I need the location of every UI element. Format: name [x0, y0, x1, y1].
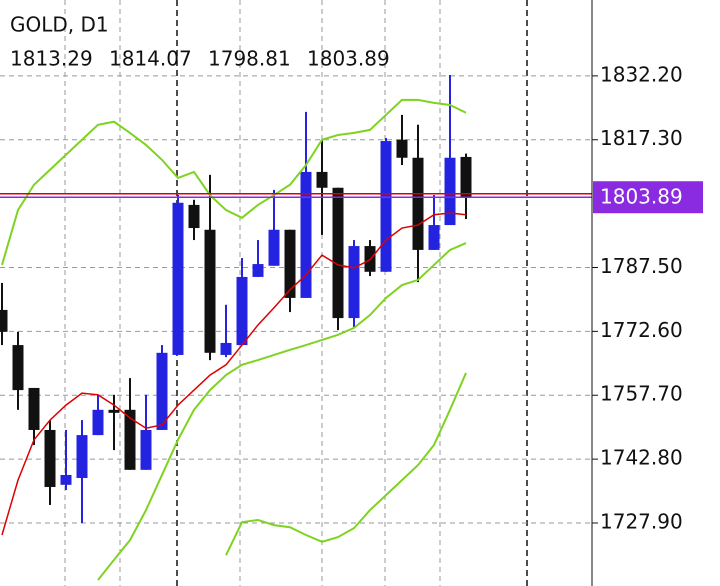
indicator-line: [1, 98, 467, 266]
y-tick-label: 1787.50: [600, 254, 683, 278]
marks: [0, 75, 592, 581]
candle-body: [60, 474, 72, 485]
candle-body: [124, 409, 136, 470]
candle-body: [12, 345, 24, 391]
indicator-line: [1, 212, 467, 536]
ohlc-close: 1803.89: [307, 47, 390, 71]
candle-body: [428, 225, 440, 250]
candle-body: [108, 409, 120, 413]
candle-body: [252, 264, 264, 277]
candle-body: [268, 229, 280, 266]
y-tick-label: 1742.80: [600, 446, 683, 470]
y-tick-label: 1727.90: [600, 509, 683, 533]
candle-body: [220, 342, 232, 355]
candle-body: [236, 276, 248, 346]
y-tick-label: 1757.70: [600, 382, 683, 406]
candle-body: [92, 409, 104, 436]
candle-body: [204, 229, 216, 353]
candle-body: [348, 246, 360, 319]
ohlc-header: 1813.29 1814.07 1798.81 1803.89: [10, 47, 390, 71]
candle-body: [460, 156, 472, 198]
ohlc-low: 1798.81: [208, 47, 291, 71]
grid: [0, 0, 592, 586]
candle-body: [396, 139, 408, 158]
candle-body: [316, 171, 328, 188]
candle-body: [300, 171, 312, 298]
candle-body: [0, 309, 8, 332]
candle-body: [140, 429, 152, 470]
candle-body: [412, 157, 424, 250]
candle-body: [172, 202, 184, 355]
price-label: 1803.89: [600, 185, 683, 209]
chart-title: GOLD, D1: [10, 13, 109, 37]
candle-body: [28, 387, 40, 430]
axis: 1832.20 1817.30 1787.50 1772.60 1757.70 1742.…: [592, 62, 703, 533]
indicator-line: [97, 242, 467, 581]
price-label-box: [593, 181, 703, 214]
y-tick-label: 1817.30: [600, 126, 683, 150]
candle-body: [44, 429, 56, 487]
candle-body: [156, 352, 168, 430]
indicator-line: [225, 372, 467, 556]
candle-body: [332, 187, 344, 319]
candle-body: [380, 141, 392, 272]
candle-body: [188, 204, 200, 229]
y-tick-label: 1832.20: [600, 62, 683, 86]
candle-body: [444, 157, 456, 226]
y-tick-label: 1772.60: [600, 318, 683, 342]
ohlc-open: 1813.29: [10, 47, 93, 71]
candle-body: [284, 229, 296, 298]
candle-body: [76, 435, 88, 478]
ohlc-high: 1814.07: [109, 47, 192, 71]
